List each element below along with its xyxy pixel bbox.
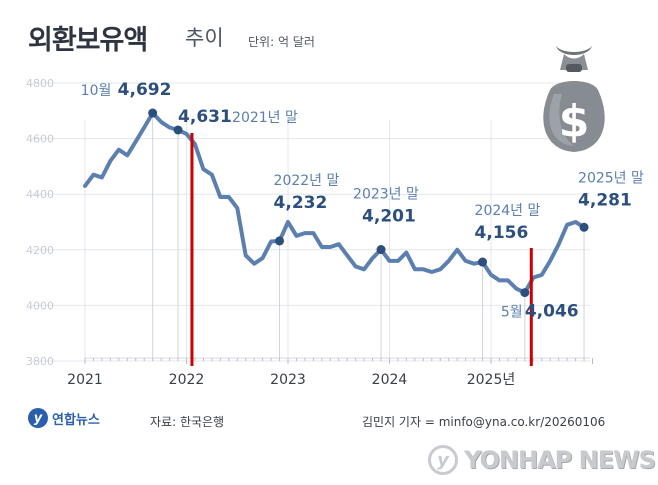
annotation-label: 2024년 말 bbox=[475, 203, 541, 219]
dollar-sign-icon: $ bbox=[559, 96, 590, 147]
data-marker-2022-12 bbox=[275, 236, 285, 246]
x-tick-label-2021: 2021 bbox=[67, 372, 103, 388]
x-tick-label-2024: 2024 bbox=[372, 372, 408, 388]
annotation-labels: 10월 4,692 4,631 2021년 말 2022년 말 4,232 2023년 말 4… bbox=[81, 80, 644, 322]
y-tick-label-3800: 3800 bbox=[26, 355, 54, 368]
watermark-text: YONHAP NEWS bbox=[464, 446, 656, 474]
annotation-value: 4,692 bbox=[118, 80, 172, 100]
annotation-drop-lines bbox=[152, 113, 585, 358]
annotation-label: 2023년 말 bbox=[353, 187, 419, 203]
annotation-value: 4,281 bbox=[578, 190, 632, 210]
red-vertical-markers bbox=[190, 133, 533, 366]
data-marker-2024-12 bbox=[478, 257, 488, 267]
y-axis-ticks: 3800 4000 4200 4400 4600 4800 bbox=[26, 77, 54, 368]
y-tick-label-4800: 4800 bbox=[26, 77, 54, 90]
x-tick-label-2023: 2023 bbox=[270, 372, 306, 388]
data-markers bbox=[148, 108, 589, 298]
annotation-label: 2022년 말 bbox=[274, 173, 340, 189]
chart-header: 외환보유액 추이 단위: 억 달러 bbox=[0, 0, 658, 70]
data-source: 자료: 한국은행 bbox=[150, 415, 225, 429]
money-bag-icon: $ bbox=[543, 46, 605, 152]
data-marker-2021-09 bbox=[148, 108, 158, 118]
x-tick-label-2022: 2022 bbox=[169, 372, 205, 388]
watermark-mark: y bbox=[428, 445, 458, 475]
x-tick-label-2025년: 2025년 bbox=[467, 372, 516, 388]
annotation-label: 2021년 말 bbox=[232, 110, 298, 126]
x-axis-ticks: 2021 2022 2023 2024 2025년 bbox=[67, 357, 593, 388]
y-tick-label-4600: 4600 bbox=[26, 133, 54, 146]
y-tick-label-4000: 4000 bbox=[26, 299, 54, 312]
annotation-label: 5월 bbox=[501, 305, 523, 321]
series-line bbox=[83, 111, 586, 295]
gridlines bbox=[32, 82, 590, 362]
yonhap-watermark: y YONHAP NEWS bbox=[428, 442, 656, 478]
annotation-label: 2025년 말 bbox=[578, 170, 644, 186]
chart-subtitle: 추이 bbox=[185, 26, 224, 50]
data-marker-2023-12 bbox=[376, 245, 386, 255]
data-marker-2021-12 bbox=[173, 125, 183, 135]
annotation-value: 4,631 bbox=[178, 107, 232, 127]
annotation-value: 4,232 bbox=[274, 193, 328, 213]
y-tick-label-4400: 4400 bbox=[26, 188, 54, 201]
reporter-credit: 김민지 기자 = minfo@yna.co.kr/20260106 bbox=[362, 415, 606, 429]
data-marker-2025-05 bbox=[520, 288, 530, 298]
annotation-value: 4,156 bbox=[475, 223, 529, 243]
unit-label: 단위: 억 달러 bbox=[248, 35, 315, 49]
y-tick-label-4200: 4200 bbox=[26, 244, 54, 257]
annotation-label: 10월 bbox=[81, 83, 112, 99]
yonhap-logo: y 연합뉴스 bbox=[28, 406, 100, 430]
data-marker-2025-12 bbox=[579, 222, 589, 232]
annotation-value: 4,201 bbox=[362, 207, 416, 227]
brand-name: 연합뉴스 bbox=[52, 412, 100, 428]
annotation-value: 4,046 bbox=[525, 302, 579, 322]
yonhap-logo-mark: y bbox=[28, 408, 48, 428]
chart-title: 외환보유액 bbox=[28, 25, 148, 56]
series-line-path bbox=[83, 111, 586, 295]
